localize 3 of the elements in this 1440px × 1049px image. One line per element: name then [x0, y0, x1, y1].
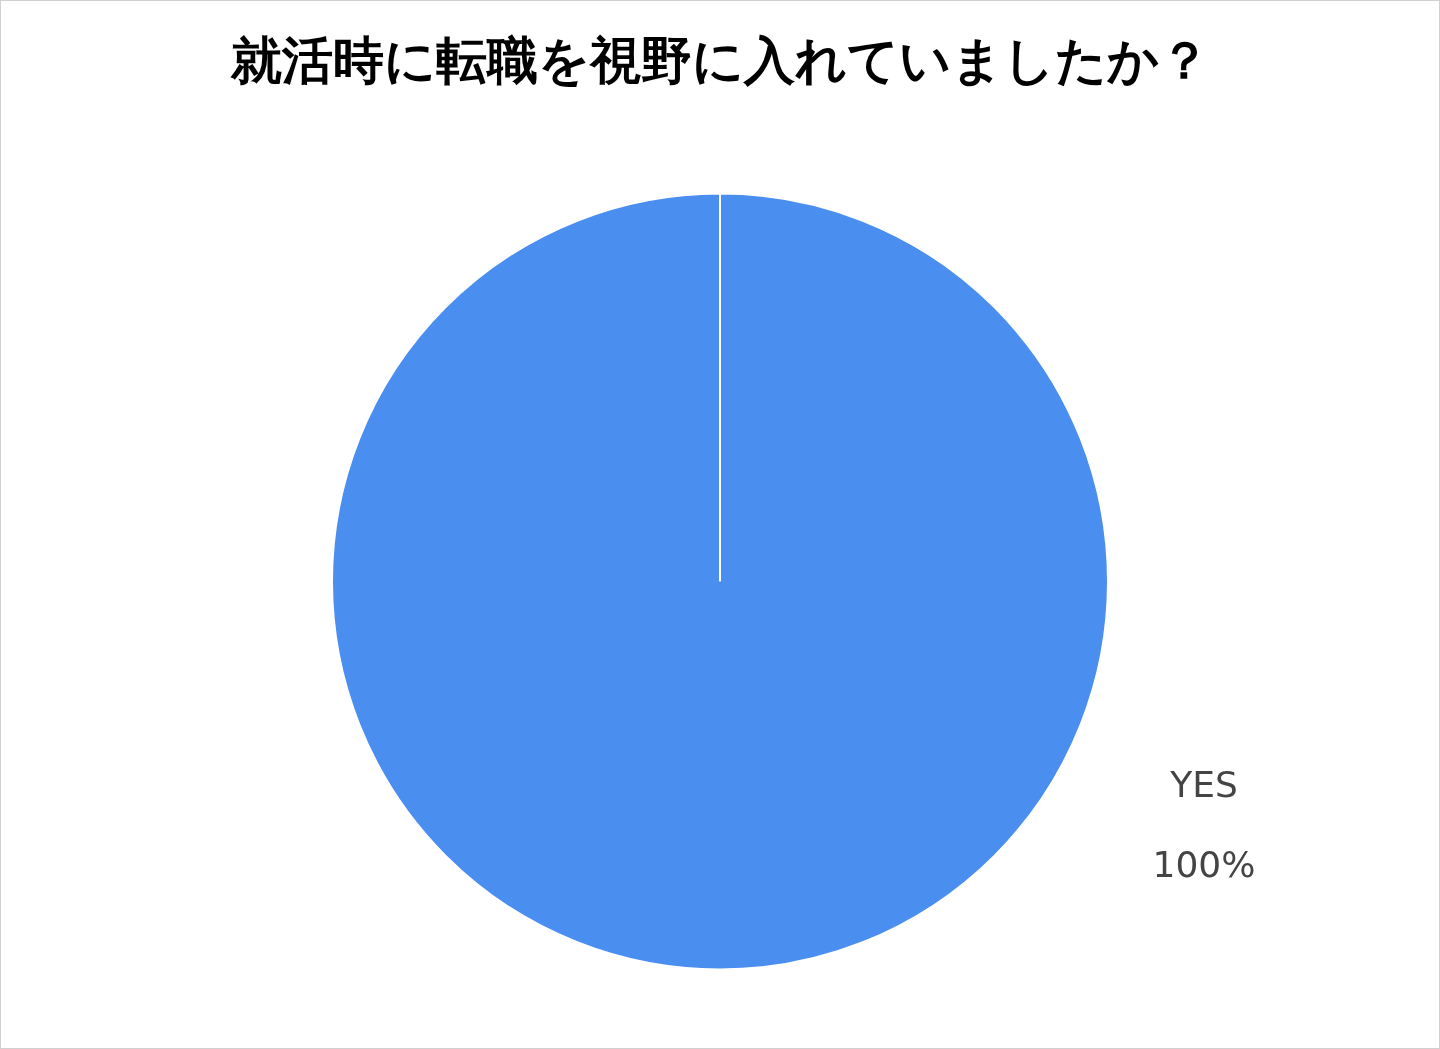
slice-label: YES: [1169, 764, 1238, 806]
data-label: 100%: [1152, 844, 1256, 886]
chart-title: 就活時に転職を視野に入れていましたか？: [229, 30, 1211, 92]
